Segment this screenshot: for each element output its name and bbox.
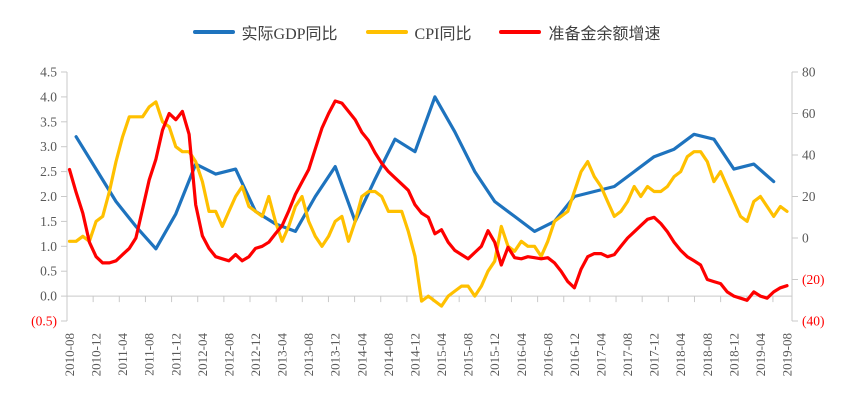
x-axis-label: 2010-12 — [89, 333, 104, 376]
x-axis-label: 2011-08 — [142, 333, 157, 376]
cpi-line — [67, 100, 789, 308]
right-axis-tick-label: 0 — [802, 231, 809, 246]
x-axis-label: 2014-12 — [407, 333, 422, 376]
legend-item-reserves: 准备金余额增速 — [499, 20, 660, 44]
right-axis-tick-label: 40 — [802, 148, 816, 163]
left-axis-tick-label: 3.5 — [40, 114, 57, 129]
left-axis-tick-label: 0.0 — [40, 289, 57, 304]
right-axis-tick-label: 60 — [802, 106, 816, 121]
left-axis-tick-label: 1.5 — [40, 214, 57, 229]
gdp-line-swatch — [192, 30, 235, 34]
left-axis-tick-label: (0.5) — [31, 314, 57, 329]
x-axis-label: 2013-04 — [275, 333, 290, 377]
x-axis-label: 2014-08 — [381, 333, 396, 376]
cpi-line-swatch — [365, 30, 408, 34]
x-axis-label: 2010-08 — [62, 333, 77, 376]
reserves-line — [67, 99, 789, 302]
x-axis-label: 2018-08 — [700, 333, 715, 376]
left-axis-tick-label: 4.0 — [40, 89, 57, 104]
x-axis-label: 2016-12 — [567, 333, 582, 376]
x-axis-label: 2012-12 — [248, 333, 263, 376]
left-axis-tick-label: 2.5 — [40, 164, 57, 179]
x-axis-label: 2019-04 — [753, 333, 768, 377]
x-axis-label: 2017-12 — [647, 333, 662, 376]
x-axis-label: 2018-12 — [726, 333, 741, 376]
left-axis-tick-label: 2.0 — [40, 189, 57, 204]
legend-item-cpi: CPI同比 — [365, 20, 472, 44]
x-axis-label: 2016-08 — [540, 333, 555, 376]
right-axis-tick-label: 20 — [802, 189, 816, 204]
x-axis-label: 2016-04 — [514, 333, 529, 377]
x-axis-label: 2015-04 — [434, 333, 449, 377]
x-axis-label: 2012-08 — [221, 333, 236, 376]
x-axis-label: 2015-08 — [461, 333, 476, 376]
x-axis-label: 2011-12 — [168, 333, 183, 376]
x-axis-label: 2013-12 — [328, 333, 343, 376]
x-axis-label: 2017-04 — [593, 333, 608, 377]
right-axis-tick-label: 80 — [802, 65, 816, 80]
gdp-line — [74, 95, 776, 251]
x-axis-label: 2011-04 — [115, 333, 130, 376]
x-axis-label: 2017-08 — [620, 333, 635, 376]
reserves-legend-label: 准备金余额增速 — [548, 26, 661, 43]
x-axis-label: 2018-04 — [673, 333, 688, 377]
x-axis-label: 2014-04 — [354, 333, 369, 377]
left-axis-tick-label: 4.5 — [40, 65, 57, 80]
left-axis-tick-label: 3.0 — [40, 139, 57, 154]
x-axis-label: 2015-12 — [487, 333, 502, 376]
gdp-legend-label: 实际GDP同比 — [241, 26, 338, 43]
legend-item-gdp: 实际GDP同比 — [192, 20, 338, 44]
left-axis-tick-label: 0.5 — [40, 264, 57, 279]
reserves-line-swatch — [499, 30, 542, 34]
cpi-legend-label: CPI同比 — [414, 26, 472, 43]
chart-legend: 实际GDP同比 CPI同比 准备金余额增速 — [0, 20, 853, 44]
right-axis-tick-label: (20) — [802, 272, 825, 287]
left-axis-tick-label: 1.0 — [40, 239, 57, 254]
x-axis-label: 2012-04 — [195, 333, 210, 377]
x-axis-label: 2013-08 — [301, 333, 316, 376]
right-axis-tick-label: (40) — [802, 314, 825, 329]
x-axis-label: 2019-08 — [780, 333, 795, 376]
